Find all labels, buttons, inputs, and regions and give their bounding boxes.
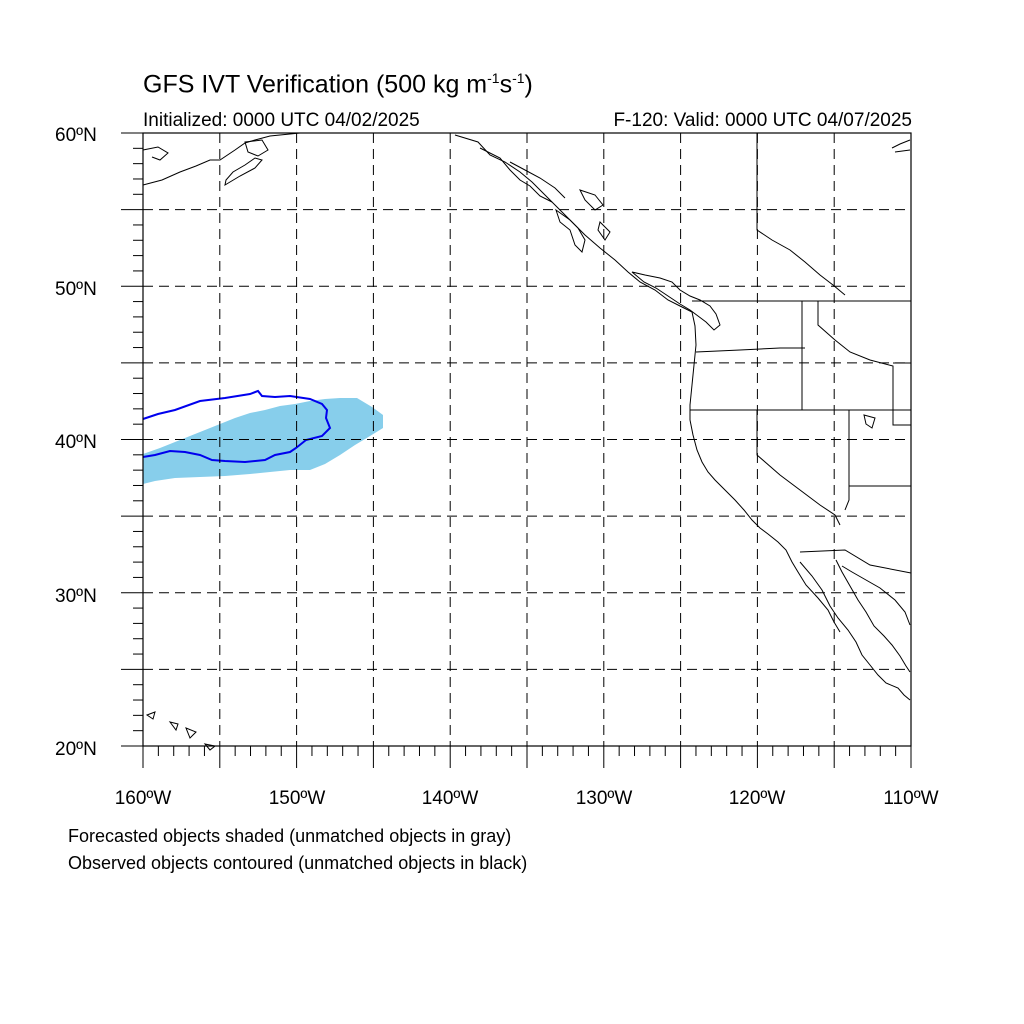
footer-forecast-note: Forecasted objects shaded (unmatched obj… bbox=[68, 826, 512, 846]
lat-lon-grid bbox=[143, 133, 911, 746]
lon-label-120w: 120ºW bbox=[729, 788, 786, 809]
observed-object-contour bbox=[142, 389, 332, 464]
lon-label-140w: 140ºW bbox=[422, 788, 479, 809]
axis-ticks bbox=[121, 132, 912, 768]
lat-label-60: 60ºN bbox=[55, 125, 97, 146]
political-boundaries bbox=[690, 133, 912, 574]
valid-time: F-120: Valid: 0000 UTC 04/07/2025 bbox=[613, 110, 912, 131]
lon-label-130w: 130ºW bbox=[576, 788, 633, 809]
lon-label-110w: 110ºW bbox=[883, 788, 938, 809]
forecast-object-shaded bbox=[143, 398, 383, 484]
footer-observed-note: Observed objects contoured (unmatched ob… bbox=[68, 853, 528, 873]
lat-label-20: 20ºN bbox=[55, 739, 97, 760]
initialized-time: Initialized: 0000 UTC 04/02/2025 bbox=[143, 110, 420, 131]
latitude-labels: 60ºN 50ºN 40ºN 30ºN 20ºN bbox=[55, 125, 97, 760]
lon-label-150w: 150ºW bbox=[269, 788, 326, 809]
lon-label-160w: 160ºW bbox=[115, 788, 172, 809]
lat-label-50: 50ºN bbox=[55, 279, 97, 300]
chart-title: GFS IVT Verification (500 kg m-1s-1) bbox=[143, 70, 533, 99]
lat-label-40: 40ºN bbox=[55, 432, 97, 453]
lat-label-30: 30ºN bbox=[55, 586, 97, 607]
longitude-labels: 160ºW 150ºW 140ºW 130ºW 120ºW 110ºW bbox=[115, 788, 939, 809]
